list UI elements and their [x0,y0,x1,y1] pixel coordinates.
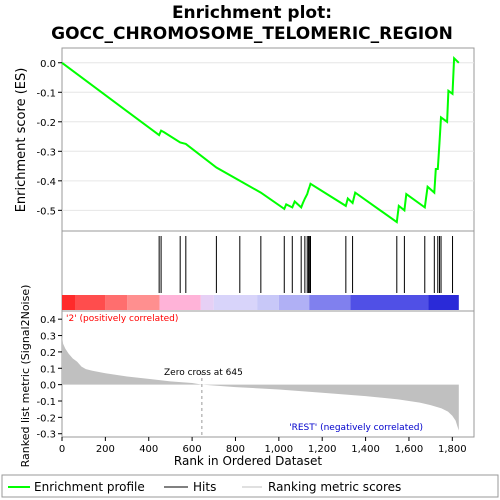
es-tick-label: -0.2 [36,118,56,129]
x-tick-label: 600 [183,444,202,455]
metric-panel [61,310,475,438]
es-curve [61,56,460,224]
es-tick-label: -0.3 [36,147,56,158]
zero-cross-label: Zero cross at 645 [164,368,243,378]
chart-title-line2: GOCC_CHROMOSOME_TELOMERIC_REGION [51,24,453,44]
x-axis-label: Rank in Ordered Dataset [174,454,322,468]
heatmap-segment [257,295,279,310]
negative-correlation-label: 'REST' (negatively correlated) [289,423,423,433]
metric-axis-label: Ranked list metric (Signal2Noise) [19,285,32,468]
legend-es-label: Enrichment profile [34,480,145,494]
metric-area [62,335,459,431]
metric-tick-label: 0.0 [40,381,56,392]
x-tick-label: 1,200 [308,444,337,455]
heatmap-segment [75,295,106,310]
legend-metric-label: Ranking metric scores [268,480,401,494]
x-tick-label: 400 [139,444,158,455]
es-panel [61,47,475,232]
x-tick-label: 1,400 [351,444,380,455]
heatmap-segment [62,295,76,310]
metric-tick-label: 0.4 [40,315,56,326]
heatmap-segment [127,295,160,310]
x-tick-label: 1,000 [265,444,294,455]
chart-title-line1: Enrichment plot: [172,3,332,23]
metric-tick-label: 0.3 [40,332,56,343]
x-tick-label: 1,800 [438,444,467,455]
heatmap-segment [350,295,429,310]
heatmap-segment [200,295,214,310]
metric-tick-label: 0.1 [40,364,56,375]
legend-hits-label: Hits [193,480,216,494]
es-tick-label: -0.1 [36,88,56,99]
x-tick-label: 200 [96,444,115,455]
es-tick-label: 0.0 [40,59,56,70]
heatmap-segment [213,295,258,310]
metric-tick-label: -0.2 [36,413,56,424]
metric-tick-label: -0.3 [36,430,56,441]
x-tick-label: 800 [226,444,245,455]
metric-tick-label: -0.1 [36,397,56,408]
heatmap-segment [428,295,459,310]
legend-box [1,474,499,498]
es-tick-label: -0.5 [36,206,56,217]
metric-tick-label: 0.2 [40,348,56,359]
x-tick-label: 1,600 [395,444,424,455]
heatmap-segment [105,295,128,310]
es-tick-label: -0.4 [36,177,56,188]
x-tick-label: 0 [59,444,65,455]
heatmap-segment [309,295,351,310]
heatmap-segment [278,295,310,310]
legend: Enrichment profile Hits Ranking metric s… [1,474,499,498]
positive-correlation-label: '2' (positively correlated) [66,314,178,324]
es-axis-label: Enrichment score (ES) [14,68,29,213]
heatmap-segment [159,295,201,310]
